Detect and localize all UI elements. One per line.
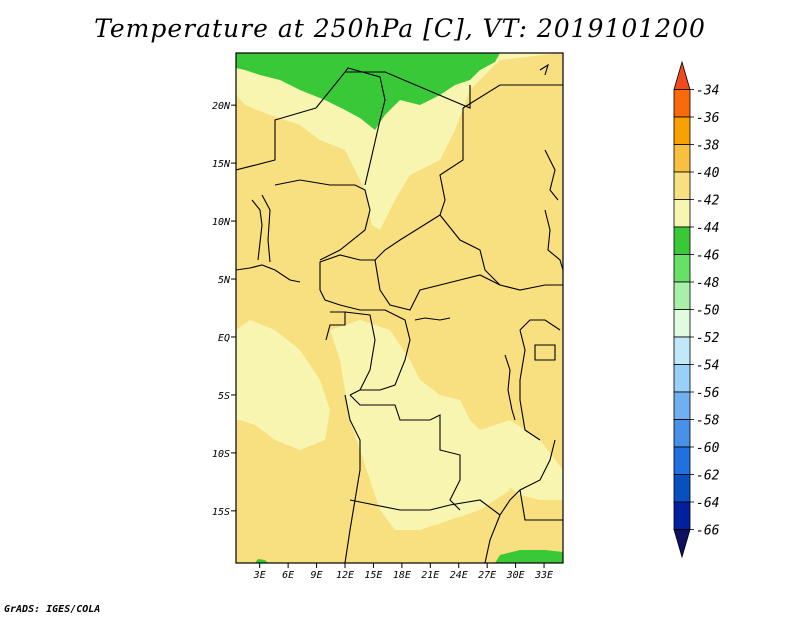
colorbar-label: -64 <box>696 496 719 511</box>
colorbar-label: -38 <box>696 139 720 154</box>
colorbar-label: -46 <box>696 249 720 264</box>
field-green-sw <box>255 559 268 563</box>
x-tick-label: 9E <box>311 570 323 581</box>
y-axis: 20N 15N 10N 5N EQ 5S 10S 15S <box>212 101 236 518</box>
x-tick-label: 6E <box>282 570 294 581</box>
field-green-north <box>236 53 500 130</box>
x-axis: 3E 6E 9E 12E 15E 18E 21E 24E 27E 30E 33E <box>253 563 553 581</box>
colorbar-label: -36 <box>696 111 720 126</box>
colorbar-swatch <box>673 171 691 200</box>
colorbar-swatch <box>673 309 691 338</box>
field-light-south-west <box>236 320 330 450</box>
y-tick-label: EQ <box>218 333 230 344</box>
colorbar-label: -60 <box>696 441 720 456</box>
colorbar-swatch <box>673 281 691 310</box>
colorbar-swatch <box>673 89 691 118</box>
x-tick-label: 18E <box>393 570 411 581</box>
colorbar: -34 -36 -38 -40 -42 -44 -46 -48 -50 -52 -54 -56 -58 -… <box>673 60 720 559</box>
x-tick-label: 3E <box>253 570 266 581</box>
colorbar-swatch <box>673 199 691 228</box>
colorbar-label: -52 <box>696 331 720 346</box>
colorbar-swatch <box>673 364 691 393</box>
y-tick-label: 10S <box>212 449 230 460</box>
colorbar-swatch <box>673 446 691 475</box>
colorbar-swatch <box>673 501 691 530</box>
colorbar-label: -58 <box>696 414 720 429</box>
country-borders <box>236 63 563 563</box>
colorbar-swatch <box>673 419 691 448</box>
colorbar-swatch <box>673 336 691 365</box>
colorbar-label: -42 <box>696 194 720 209</box>
y-tick-label: 10N <box>212 217 231 228</box>
colorbar-swatch <box>673 391 691 420</box>
field-light-east <box>480 420 563 500</box>
colorbar-label: -54 <box>696 359 719 374</box>
field-light-central <box>330 320 510 530</box>
colorbar-swatch <box>673 254 691 283</box>
y-tick-label: 20N <box>212 101 231 112</box>
colorbar-label: -50 <box>696 304 720 319</box>
colorbar-label: -62 <box>696 469 720 484</box>
colorbar-swatch <box>673 116 691 145</box>
x-tick-label: 30E <box>506 570 525 581</box>
map-area <box>236 53 563 563</box>
colorbar-label: -66 <box>696 524 720 539</box>
x-tick-label: 24E <box>450 570 468 581</box>
colorbar-label: -34 <box>696 84 719 99</box>
colorbar-swatch <box>673 474 691 503</box>
x-tick-label: 27E <box>478 570 496 581</box>
colorbar-swatch <box>673 60 691 90</box>
field-light-north <box>236 53 560 230</box>
field-green-south <box>495 550 563 563</box>
colorbar-swatch <box>673 226 691 255</box>
credit-text: GrADS: IGES/COLA <box>4 604 101 615</box>
y-tick-label: 5S <box>218 391 230 402</box>
chart-title: Temperature at 250hPa [C], VT: 201910120… <box>94 14 706 43</box>
colorbar-swatch <box>673 144 691 173</box>
y-tick-label: 5N <box>218 275 231 286</box>
colorbar-swatch <box>673 529 691 559</box>
y-tick-label: 15N <box>212 159 231 170</box>
colorbar-label: -56 <box>696 386 720 401</box>
y-tick-label: 15S <box>212 507 230 518</box>
x-tick-label: 15E <box>364 570 382 581</box>
x-tick-label: 21E <box>421 570 439 581</box>
x-tick-label: 33E <box>534 570 553 581</box>
colorbar-label: -44 <box>696 221 719 236</box>
colorbar-label: -40 <box>696 166 720 181</box>
plot-frame <box>235 52 564 564</box>
x-tick-label: 12E <box>336 570 354 581</box>
colorbar-label: -48 <box>696 276 720 291</box>
